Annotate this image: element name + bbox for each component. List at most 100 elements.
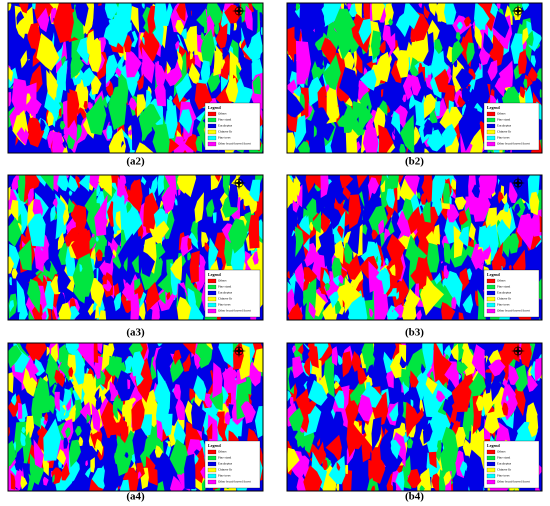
patch <box>539 88 542 98</box>
patch <box>338 100 348 116</box>
patch <box>86 413 91 424</box>
legend-swatch <box>486 302 496 308</box>
patch <box>379 343 397 361</box>
patch <box>244 5 253 31</box>
legend-swatch <box>207 284 217 290</box>
patch <box>44 89 62 122</box>
patch <box>213 50 222 76</box>
legend-item: Eucalyptus <box>497 462 512 466</box>
patch <box>471 248 486 270</box>
legend-item: Chinese fir <box>497 297 512 301</box>
legend-item: Pine trees <box>218 474 231 478</box>
patch <box>253 348 263 373</box>
patch <box>314 49 324 68</box>
patch <box>410 259 424 290</box>
patch <box>508 233 519 254</box>
patch <box>469 469 479 491</box>
patch <box>226 398 229 407</box>
patch <box>308 76 324 107</box>
legend-item: Pine stand <box>218 285 232 289</box>
patch <box>128 97 137 111</box>
patch <box>434 272 442 285</box>
patch <box>152 123 170 153</box>
patch <box>88 40 102 73</box>
legend-title: Legend <box>487 443 500 448</box>
map-panel: Legend Others Pine stand Eucalyptus Chinese … <box>286 174 543 321</box>
patch <box>34 376 50 414</box>
patch <box>295 226 304 258</box>
patch <box>414 235 420 248</box>
patch <box>191 400 207 432</box>
patch <box>443 470 452 486</box>
patch <box>371 229 379 240</box>
patch <box>29 175 41 190</box>
patch <box>347 223 361 255</box>
patch <box>339 175 354 189</box>
patch <box>65 343 80 355</box>
patch <box>8 371 14 394</box>
patch <box>416 192 421 200</box>
patch <box>107 343 115 357</box>
patch <box>287 447 300 473</box>
patch <box>443 182 450 204</box>
patch <box>342 299 345 308</box>
patch <box>530 3 541 36</box>
patch <box>154 3 168 33</box>
patch <box>56 373 66 388</box>
patch <box>175 19 185 36</box>
patch <box>322 459 328 470</box>
patch <box>287 390 292 403</box>
patch <box>224 4 243 24</box>
patch <box>228 392 232 404</box>
patch <box>514 364 528 392</box>
legend-item: Other broad-leaved forest <box>218 480 251 484</box>
patch <box>206 423 213 439</box>
patch <box>131 398 145 432</box>
patch <box>339 67 359 110</box>
patch <box>58 302 72 320</box>
patch <box>8 65 14 84</box>
patch <box>94 292 99 303</box>
legend-swatch <box>486 308 496 314</box>
patch <box>68 190 73 196</box>
patch <box>433 50 445 73</box>
legend-item: Pine trees <box>218 136 231 140</box>
patch <box>16 279 26 313</box>
legend-title: Legend <box>487 272 500 277</box>
legend-item: Pine trees <box>218 303 231 307</box>
patch <box>302 267 318 292</box>
patch <box>145 89 153 109</box>
patch <box>163 59 166 65</box>
patch <box>293 178 301 197</box>
legend-item: Pine stand <box>497 285 511 289</box>
patch <box>117 233 139 270</box>
patch <box>479 45 491 66</box>
patch <box>428 3 437 17</box>
patch <box>422 422 433 445</box>
patch <box>154 445 163 458</box>
patch <box>466 42 475 65</box>
legend-item: Others <box>218 112 227 116</box>
patch <box>135 142 154 153</box>
patch <box>54 391 60 412</box>
patch <box>456 413 461 422</box>
patch <box>124 178 131 191</box>
patch <box>333 381 340 390</box>
patch <box>527 370 538 392</box>
patch <box>523 78 528 89</box>
north-arrow-star <box>511 4 525 18</box>
patch <box>145 281 160 312</box>
legend-item: Pine stand <box>497 456 511 460</box>
patch <box>78 436 84 447</box>
patch <box>177 175 197 198</box>
patch <box>378 124 394 153</box>
patch <box>436 390 446 403</box>
patch <box>210 175 216 182</box>
legend-item: Pine trees <box>497 136 510 140</box>
map-panel: Legend Others Pine stand Eucalyptus Chinese … <box>7 342 264 492</box>
patch <box>456 21 463 30</box>
patch <box>228 183 239 208</box>
patch <box>316 438 321 447</box>
patch <box>508 343 520 363</box>
patch <box>424 148 430 153</box>
